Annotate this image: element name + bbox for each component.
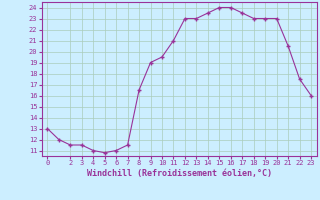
X-axis label: Windchill (Refroidissement éolien,°C): Windchill (Refroidissement éolien,°C) (87, 169, 272, 178)
